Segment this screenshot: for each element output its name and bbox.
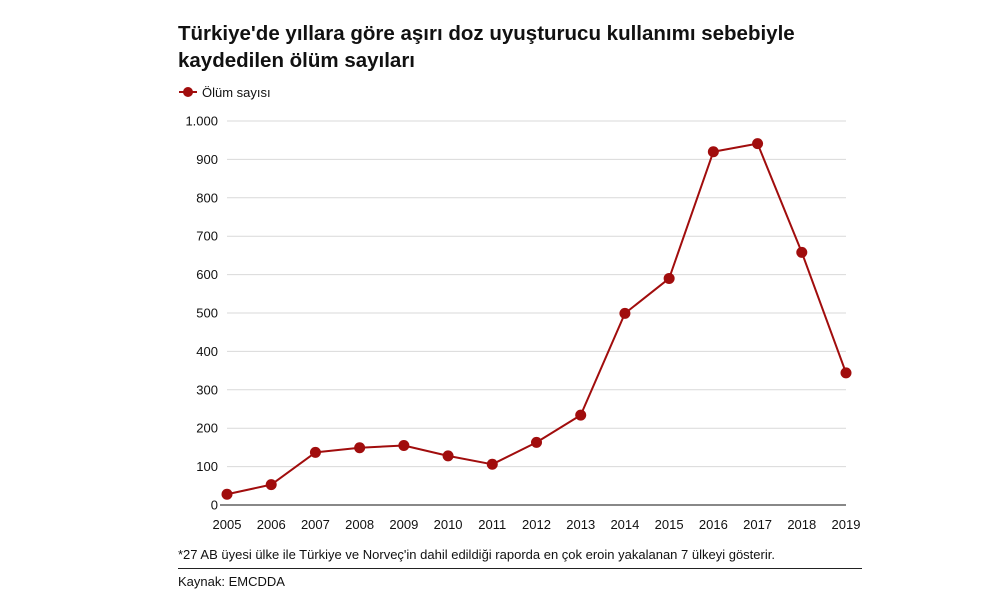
data-point (309, 446, 321, 458)
x-tick-label: 2011 (478, 517, 506, 532)
data-point (707, 146, 719, 158)
x-tick-label: 2008 (345, 517, 374, 532)
x-tick-label: 2012 (522, 517, 551, 532)
data-point (442, 450, 454, 462)
x-tick-label: 2015 (655, 517, 684, 532)
data-point (663, 272, 675, 284)
data-point (398, 439, 410, 451)
x-tick-label: 2009 (389, 517, 418, 532)
x-tick-label: 2007 (301, 517, 330, 532)
source-note: Kaynak: EMCDDA (178, 574, 285, 589)
y-tick-label: 300 (196, 382, 218, 397)
data-point (796, 246, 808, 258)
data-point (575, 409, 587, 421)
data-point (619, 307, 631, 319)
x-tick-label: 2013 (566, 517, 595, 532)
data-point (840, 367, 852, 379)
x-tick-label: 2019 (832, 517, 861, 532)
data-point (752, 138, 764, 150)
y-tick-label: 0 (211, 498, 218, 513)
legend-label: Ölüm sayısı (202, 84, 271, 100)
data-point (354, 442, 366, 454)
data-point (486, 458, 498, 470)
y-tick-label: 600 (196, 267, 218, 282)
y-tick-label: 200 (196, 421, 218, 436)
x-tick-label: 2018 (787, 517, 816, 532)
data-point (531, 436, 542, 448)
chart-title: Türkiye'de yıllara göre aşırı doz uyuştu… (178, 22, 795, 72)
divider (178, 568, 862, 569)
legend: Ölüm sayısı (178, 83, 271, 101)
y-tick-label: 800 (196, 190, 218, 205)
x-tick-label: 2014 (610, 517, 639, 532)
y-tick-label: 400 (196, 344, 218, 359)
x-tick-label: 2005 (213, 517, 242, 532)
y-tick-label: 700 (196, 229, 218, 244)
data-point (265, 479, 277, 491)
x-tick-label: 2006 (257, 517, 286, 532)
y-tick-label: 100 (196, 459, 218, 474)
x-tick-label: 2017 (743, 517, 772, 532)
y-tick-label: 1.000 (185, 114, 218, 129)
footnote: *27 AB üyesi ülke ile Türkiye ve Norveç'… (178, 547, 775, 562)
x-tick-label: 2010 (434, 517, 463, 532)
y-tick-label: 900 (196, 152, 218, 167)
data-point (221, 488, 233, 500)
x-tick-label: 2016 (699, 517, 728, 532)
legend-marker-icon (179, 87, 197, 97)
y-tick-label: 500 (196, 306, 218, 321)
